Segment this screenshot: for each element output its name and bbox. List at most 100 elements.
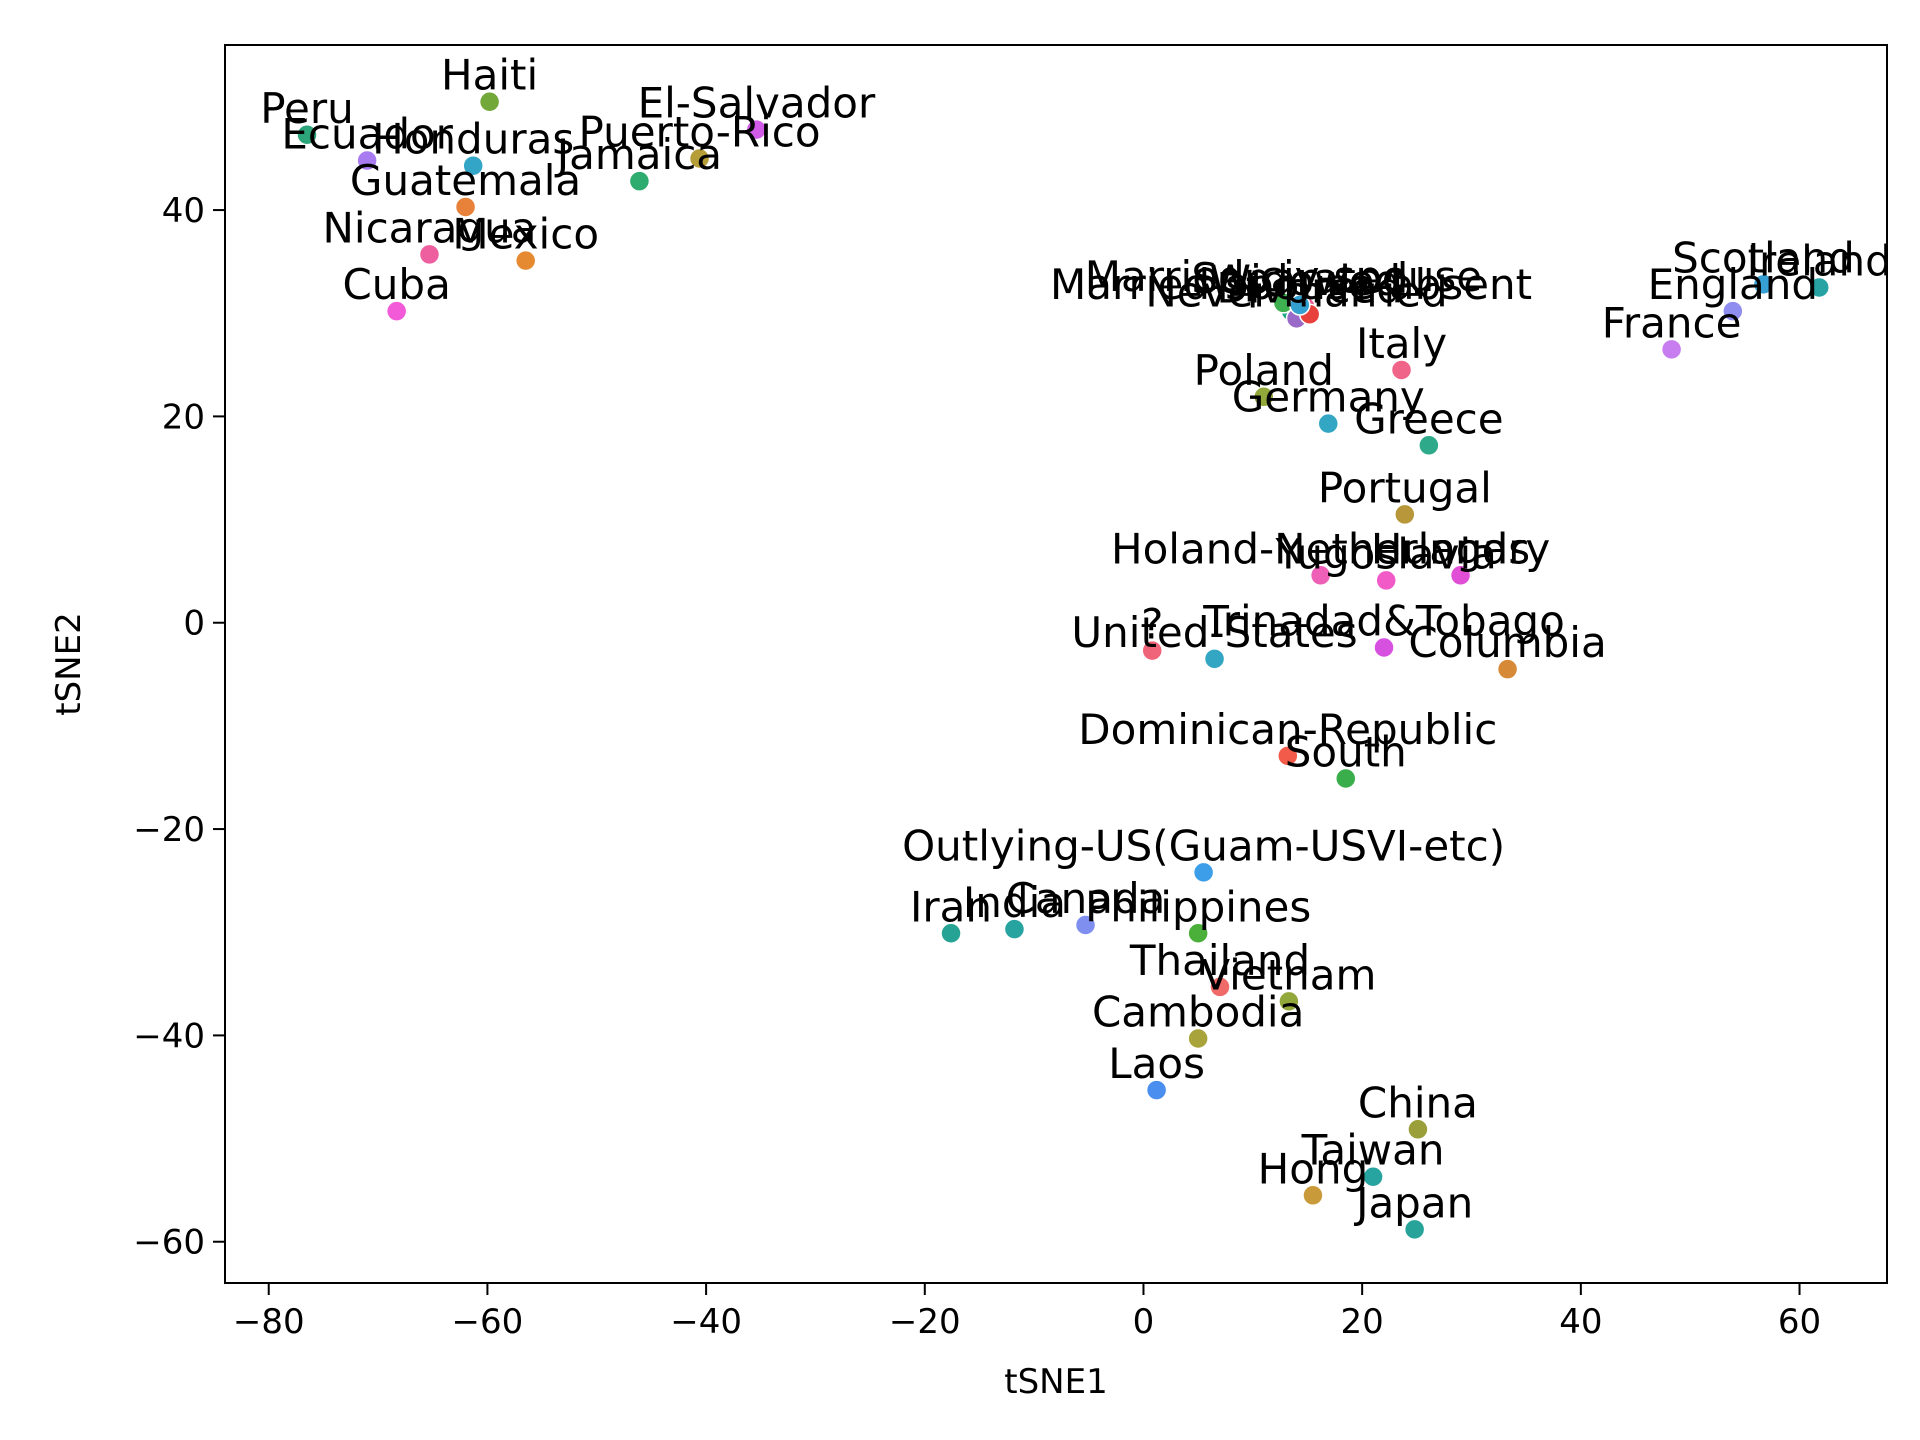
x-tick-label: −80: [233, 1302, 305, 1342]
scatter-point: [462, 154, 484, 177]
point-label: Philippines: [1085, 882, 1311, 931]
point-label: Nicaragua: [323, 203, 537, 252]
scatter-point: [1277, 745, 1299, 767]
point-label: Cuba: [342, 260, 450, 309]
point-label: Outlying-US(Guam-USVI-etc): [902, 821, 1505, 870]
x-tick-label: −40: [670, 1302, 742, 1342]
y-tick-label: −40: [133, 1016, 205, 1056]
point-label: Cambodia: [1092, 987, 1304, 1036]
scatter-point: [1752, 273, 1775, 296]
point-label: Canada: [1006, 874, 1166, 923]
point-label: Laos: [1108, 1039, 1205, 1088]
scatter-point: [356, 149, 378, 172]
point-label: Never-married: [1145, 267, 1447, 316]
point-label: Divorced: [1216, 263, 1403, 312]
point-label: Mexico: [452, 210, 599, 259]
y-tick-label: 40: [162, 191, 205, 231]
point-label: Holand-Netherlands: [1111, 524, 1530, 573]
scatter-point: [514, 249, 537, 272]
point-label: Honduras: [372, 115, 574, 164]
scatter-point: [1145, 1079, 1168, 1101]
point-label: Columbia: [1408, 618, 1606, 667]
y-tick-label: −20: [133, 810, 205, 850]
scatter-point: [1407, 1118, 1429, 1141]
point-label: France: [1602, 298, 1742, 347]
point-label: Jamaica: [554, 130, 722, 179]
point-label: Japan: [1353, 1178, 1473, 1227]
point-label: Trinadad&Tobago: [1202, 596, 1565, 645]
point-label: Peru: [260, 84, 354, 133]
scatter-point: [1449, 564, 1472, 587]
x-tick-label: 40: [1559, 1302, 1602, 1342]
x-tick-label: 0: [1133, 1302, 1155, 1342]
point-label: India: [963, 878, 1066, 927]
plot-area: [224, 44, 1888, 1284]
y-tick-label: 0: [183, 604, 205, 644]
point-label: Germany: [1232, 373, 1425, 422]
y-tick-label: 20: [162, 397, 205, 437]
point-label: Married-spouse-absent: [1050, 260, 1532, 309]
scatter-point: [688, 147, 711, 170]
scatter-point: [1418, 434, 1440, 457]
scatter-point: [1187, 1027, 1209, 1050]
x-tick-label: −20: [889, 1302, 961, 1342]
scatter-point: [1309, 564, 1332, 587]
scatter-point: [1496, 658, 1519, 680]
point-label: Hungary: [1371, 524, 1550, 573]
scatter-point: [1187, 922, 1209, 945]
point-label: England: [1648, 260, 1819, 309]
point-label: Guatemala: [350, 156, 581, 205]
scatter-point: [454, 196, 477, 218]
point-label: Thailand: [1129, 936, 1310, 985]
scatter-point: [745, 118, 768, 141]
scatter-point: [385, 300, 408, 322]
y-axis-label: tSNE2: [49, 612, 89, 715]
scatter-point: [478, 90, 501, 113]
scatter-point: [628, 170, 651, 192]
scatter-point: [1003, 918, 1026, 940]
scatter-point: [1660, 338, 1683, 361]
point-label: El-Salvador: [638, 79, 876, 128]
scatter-point: [1722, 300, 1744, 322]
scatter-point: [1141, 639, 1163, 662]
point-label: Hong: [1258, 1144, 1369, 1193]
point-label: Puerto-Rico: [579, 107, 821, 156]
x-tick-label: −60: [452, 1302, 524, 1342]
x-axis-label: tSNE1: [1004, 1362, 1107, 1402]
point-label: Italy: [1356, 319, 1447, 368]
point-label: ?: [1141, 600, 1163, 649]
scatter-point: [1317, 412, 1340, 435]
point-label: Ecuador: [281, 110, 453, 159]
axis-ticks: −80 −60 −40 −20 0 20 40 60 −60 −40 −20 0 20 40: [133, 191, 1821, 1342]
scatter-point: [1074, 914, 1097, 936]
scatter-point: [418, 243, 441, 266]
scatter-point: [1403, 1218, 1426, 1241]
scatter-point: [1203, 648, 1226, 670]
point-label: China: [1358, 1078, 1478, 1127]
point-label: Widowed: [1210, 256, 1401, 305]
scatter-point: [1362, 1165, 1384, 1188]
point-label: Yugoslavia: [1275, 529, 1497, 578]
x-tick-label: 20: [1341, 1302, 1384, 1342]
scatter-point: [1289, 294, 1311, 316]
scatter-point: [1390, 359, 1413, 381]
x-tick-label: 60: [1778, 1302, 1821, 1342]
point-label: Dominican-Republic: [1078, 705, 1497, 754]
point-label: Poland: [1194, 346, 1334, 395]
y-tick-label: −60: [133, 1223, 205, 1263]
scatter-point: [1335, 767, 1357, 790]
point-label: Taiwan: [1301, 1126, 1445, 1175]
scatter-point: [1373, 636, 1395, 659]
point-label: Vietnam: [1201, 950, 1376, 999]
scatter-point: [1375, 569, 1397, 592]
scatter-point: [1394, 503, 1416, 526]
scatter-point: [1253, 386, 1275, 408]
point-label: Ireland: [1747, 236, 1892, 285]
point-label: Scotland: [1672, 233, 1855, 282]
scatter-point: [296, 124, 318, 146]
point-label: South: [1285, 728, 1407, 777]
point-label: Iran: [910, 882, 992, 931]
